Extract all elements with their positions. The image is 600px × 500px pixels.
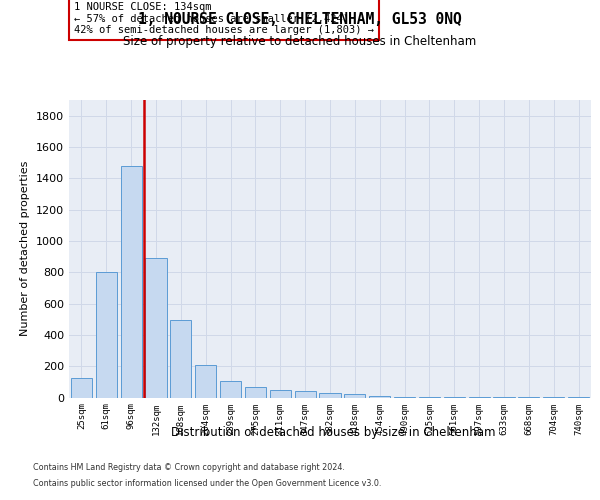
Bar [96,272,117,398]
Bar [319,393,341,398]
Bar [270,390,291,398]
Text: Contains HM Land Registry data © Crown copyright and database right 2024.: Contains HM Land Registry data © Crown c… [33,464,345,472]
Text: Distribution of detached houses by size in Cheltenham: Distribution of detached houses by size … [171,426,495,439]
Text: Contains public sector information licensed under the Open Government Licence v3: Contains public sector information licen… [33,478,382,488]
Bar [369,396,390,398]
Bar [245,388,266,398]
Bar [170,320,191,398]
Bar [71,378,92,398]
Bar [444,396,465,398]
Text: 1, NOURSE CLOSE, CHELTENHAM, GL53 0NQ: 1, NOURSE CLOSE, CHELTENHAM, GL53 0NQ [138,12,462,28]
Text: Size of property relative to detached houses in Cheltenham: Size of property relative to detached ho… [124,35,476,48]
Bar [121,166,142,398]
Text: 1 NOURSE CLOSE: 134sqm
← 57% of detached houses are smaller (2,424)
42% of semi-: 1 NOURSE CLOSE: 134sqm ← 57% of detached… [74,2,374,35]
Bar [195,366,216,398]
Y-axis label: Number of detached properties: Number of detached properties [20,161,31,336]
Bar [220,381,241,398]
Bar [493,396,515,398]
Bar [419,396,440,398]
Bar [145,258,167,398]
Bar [394,396,415,398]
Bar [344,394,365,398]
Bar [295,391,316,398]
